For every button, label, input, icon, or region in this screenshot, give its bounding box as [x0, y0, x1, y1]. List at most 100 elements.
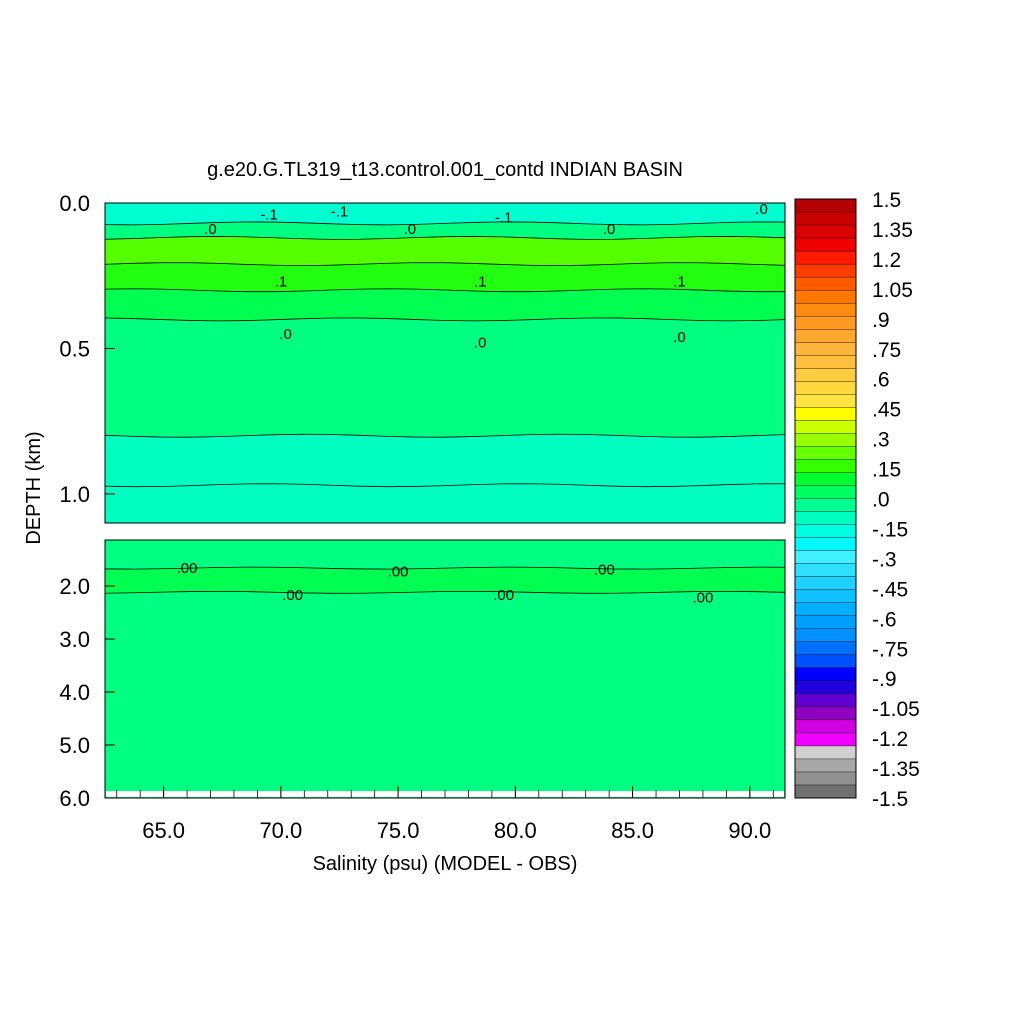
colorbar-segment [794, 563, 857, 578]
colorbar-segment [794, 237, 857, 252]
colorbar-label: .15 [872, 459, 901, 482]
colorbar-label: -.9 [872, 668, 897, 691]
upper-panel: .1 .1 .1 .0 .0 .0 .0 .0 .0 -.1 -.1 -.1 .0 [104, 201, 786, 524]
colorbar-label: -.45 [872, 578, 908, 601]
contour-band [105, 591, 785, 798]
x-tick-label: 70.0 [259, 818, 302, 843]
contour-label: .1 [673, 274, 686, 291]
y-tick-label: 4.0 [59, 680, 90, 705]
colorbar-segment [794, 302, 857, 317]
contour-line [105, 317, 785, 322]
colorbar-label: -1.05 [872, 698, 920, 721]
contour-line [105, 288, 785, 293]
colorbar-segment [794, 394, 857, 408]
colorbar-label: .75 [872, 339, 901, 362]
colorbar-segment [794, 342, 857, 356]
colorbar-segment [794, 472, 857, 486]
colorbar-segment [794, 511, 857, 526]
colorbar-segment [794, 758, 857, 773]
colorbar-segment [794, 706, 857, 721]
contour-label: .0 [603, 221, 616, 238]
colorbar-segment [794, 537, 857, 552]
colorbar-segment [794, 602, 857, 617]
y-tick-label: 1.0 [59, 482, 90, 507]
colorbar-segment [794, 524, 857, 539]
colorbar-segment [794, 381, 857, 395]
contour-line [105, 433, 785, 438]
colorbar-segment [794, 355, 857, 369]
y-axis-upper: 0.0 0.5 1.0 [59, 191, 115, 507]
colorbar-label: -.15 [872, 518, 908, 541]
contour-band [105, 203, 785, 225]
contour-line [105, 483, 785, 488]
x-tick-label: 90.0 [728, 818, 771, 843]
colorbar-segment [794, 446, 857, 460]
colorbar-segment [794, 368, 857, 382]
colorbar-label: -.6 [872, 608, 897, 631]
colorbar-label: 1.05 [872, 279, 913, 302]
colorbar-label: -1.35 [872, 758, 920, 781]
contour-label: .00 [594, 562, 615, 579]
colorbar-segment [794, 498, 857, 513]
colorbar-frame [794, 198, 857, 799]
contour-label: .00 [177, 560, 198, 577]
plot-frame [104, 202, 786, 524]
colorbar-segment [794, 224, 857, 239]
contour-label: .0 [673, 329, 686, 346]
chart-title: g.e20.G.TL319_t13.control.001_contd INDI… [207, 159, 683, 181]
colorbar-segment [794, 680, 857, 695]
colorbar-segment [794, 485, 857, 500]
contour-band [105, 262, 785, 292]
colorbar-label: 1.2 [872, 249, 901, 272]
contour-band [105, 483, 785, 523]
colorbar-segment [794, 654, 857, 669]
contour-label: -.1 [260, 207, 278, 224]
contour-label: .0 [755, 201, 768, 218]
x-axis: 65.0 70.0 75.0 80.0 85.0 90.0 [142, 786, 771, 843]
colorbar-label: -1.2 [872, 728, 908, 751]
contour-band [105, 236, 785, 266]
colorbar-label: -1.5 [872, 788, 908, 811]
colorbar: 1.5 1.35 1.2 1.05 .9 .75 .6 .45 .3 .15 .0 -.15 -.3 -.… [794, 189, 920, 811]
x-axis-label: Salinity (psu) (MODEL - OBS) [313, 853, 578, 875]
colorbar-segment [794, 719, 857, 734]
contour-label: -.1 [331, 204, 349, 221]
colorbar-label: .45 [872, 399, 901, 422]
colorbar-label: -.3 [872, 548, 897, 571]
contour-label: .0 [279, 326, 292, 343]
colorbar-segment [794, 784, 857, 799]
contour-label: .00 [282, 587, 303, 604]
colorbar-segment [794, 198, 857, 213]
colorbar-label: .0 [872, 489, 890, 512]
contour-band [105, 434, 785, 487]
lower-panel: .00 .00 .00 .00 .00 .00 [104, 539, 786, 799]
colorbar-segment [794, 433, 857, 447]
contour-band [105, 540, 785, 570]
contour-band [105, 317, 785, 438]
contour-label: .1 [474, 274, 487, 291]
contour-label: .0 [204, 221, 217, 238]
y-tick-label: 5.0 [59, 733, 90, 758]
y-axis-label: DEPTH (km) [23, 431, 45, 544]
colorbar-segment [794, 550, 857, 565]
colorbar-label: 1.5 [872, 189, 901, 212]
colorbar-segment [794, 667, 857, 682]
x-tick-label: 80.0 [494, 818, 537, 843]
colorbar-segment [794, 289, 857, 304]
contour-label: .0 [404, 221, 417, 238]
colorbar-segment [794, 250, 857, 265]
contour-band [105, 567, 785, 594]
colorbar-segment [794, 329, 857, 343]
colorbar-segment [794, 771, 857, 786]
y-axis-lower: 2.0 3.0 4.0 5.0 6.0 [59, 574, 115, 811]
colorbar-segment [794, 732, 857, 747]
colorbar-label: -.75 [872, 638, 908, 661]
x-tick-label: 65.0 [142, 818, 185, 843]
colorbar-segment [794, 693, 857, 708]
contour-label: .00 [388, 564, 409, 581]
y-tick-label: 2.0 [59, 574, 90, 599]
contour-band [105, 288, 785, 321]
x-tick-label: 85.0 [611, 818, 654, 843]
y-tick-label: 3.0 [59, 627, 90, 652]
